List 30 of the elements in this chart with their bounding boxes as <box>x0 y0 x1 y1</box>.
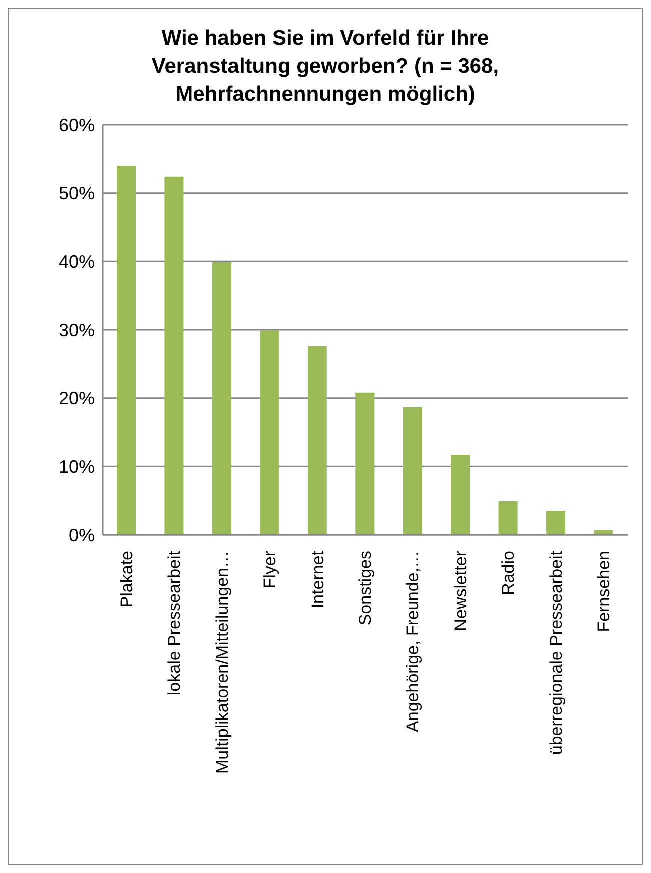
x-tick-label: Angehörige, Freunde,… <box>404 551 423 732</box>
bar <box>212 262 232 535</box>
x-tick-label: Internet <box>308 550 328 609</box>
bar <box>356 392 375 535</box>
y-tick-label: 60% <box>58 115 95 136</box>
x-tick-label: Sonstiges <box>356 551 375 626</box>
bar <box>260 330 280 535</box>
bar <box>403 407 422 535</box>
x-tick-label: Multiplikatoren/Mitteilungen… <box>212 551 232 774</box>
y-tick-label: 40% <box>58 252 95 272</box>
bar <box>594 530 614 535</box>
bar <box>498 502 518 535</box>
x-tick-label: Plakate <box>117 551 136 608</box>
bar <box>451 455 470 535</box>
bar <box>164 176 184 535</box>
y-tick-label: 30% <box>58 320 95 340</box>
y-tick-label: 50% <box>58 184 95 204</box>
bar <box>546 511 566 535</box>
chart-title: Wie haben Sie im Vorfeld für Ihre Veranstaltung geworben? (n = 368, Mehrfachnennungen möglich) <box>150 26 500 108</box>
x-tick-label: Newsletter <box>451 550 470 632</box>
x-tick-label: lokale Pressearbeit <box>165 550 184 696</box>
y-tick-label: 20% <box>58 388 95 409</box>
y-tick-label: 0% <box>68 525 95 546</box>
bar <box>308 346 327 535</box>
x-tick-label: Flyer <box>260 550 280 589</box>
x-tick-label: überregionale Pressearbeit <box>546 550 566 756</box>
bar <box>117 166 136 535</box>
y-tick-label: 10% <box>58 457 95 478</box>
x-tick-label: Radio <box>499 551 518 596</box>
x-tick-label: Fernsehen <box>594 551 614 632</box>
